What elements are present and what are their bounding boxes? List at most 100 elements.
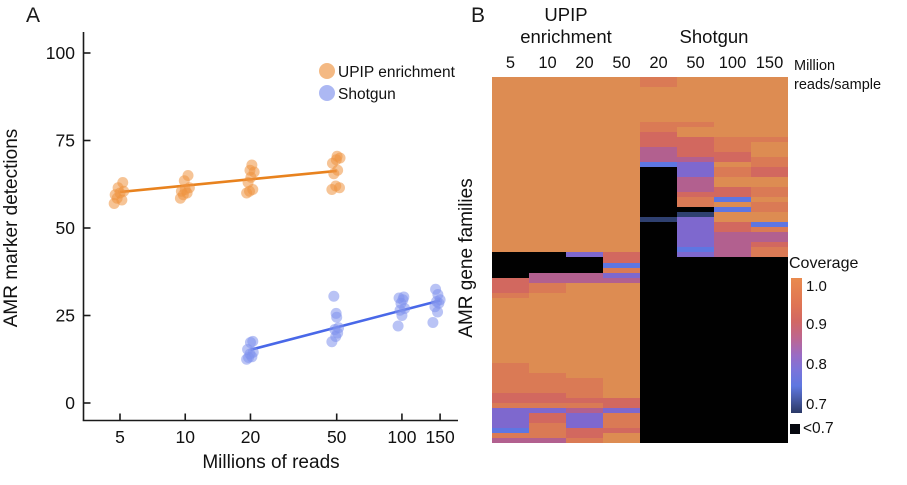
x-axis-title: Millions of reads: [202, 452, 339, 473]
heatmap-cell: [492, 347, 529, 353]
heatmap-cell: [566, 247, 603, 253]
heatmap-cell: [529, 187, 566, 193]
scatter-point-upip: [330, 180, 342, 192]
heatmap-cell: [751, 277, 788, 283]
heatmap-cell: [640, 147, 677, 153]
heatmap-cell: [677, 337, 714, 343]
heatmap-cell: [714, 207, 751, 213]
heatmap-cell: [714, 237, 751, 243]
colorbar-under-threshold-label: <0.7: [803, 420, 834, 437]
heatmap-cell: [492, 172, 529, 178]
heatmap-y-axis-label: AMR gene families: [456, 178, 477, 338]
heatmap-cell: [677, 222, 714, 228]
heatmap-cell: [714, 102, 751, 108]
legend-label-upip: UPIP enrichment: [338, 64, 456, 81]
heatmap-cell: [566, 262, 603, 268]
heatmap-cell: [566, 162, 603, 168]
heatmap-cell: [751, 137, 788, 143]
heatmap-cell: [529, 287, 566, 293]
heatmap-cell: [751, 407, 788, 413]
heatmap-cell: [492, 222, 529, 228]
heatmap-cell: [640, 372, 677, 378]
heatmap-cell: [640, 312, 677, 318]
heatmap-cell: [677, 312, 714, 318]
heatmap-cell: [603, 147, 640, 153]
heatmap-cell: [640, 317, 677, 323]
heatmap-cell: [529, 317, 566, 323]
heatmap-cell: [677, 422, 714, 428]
scatter-point-shotgun: [392, 320, 404, 332]
heatmap-cell: [640, 397, 677, 403]
heatmap-cell: [603, 212, 640, 218]
heatmap-cell: [677, 262, 714, 268]
heatmap-cell: [640, 402, 677, 408]
heatmap-cell: [566, 337, 603, 343]
colorbar-gradient: [791, 278, 802, 413]
heatmap-cell: [492, 407, 529, 413]
heatmap-cell: [714, 127, 751, 133]
heatmap-cell: [640, 127, 677, 133]
heatmap-cell: [529, 372, 566, 378]
scatter-point-shotgun: [247, 335, 259, 347]
heatmap-cell: [492, 432, 529, 438]
heatmap-cell: [492, 332, 529, 338]
heatmap-cell: [677, 397, 714, 403]
heatmap-cell: [677, 187, 714, 193]
heatmap-cell: [714, 187, 751, 193]
heatmap-cell: [677, 297, 714, 303]
heatmap-cell: [714, 307, 751, 313]
heatmap-cell: [603, 377, 640, 383]
heatmap-cell: [714, 92, 751, 98]
heatmap-cell: [714, 362, 751, 368]
heatmap-cell: [566, 297, 603, 303]
heatmap-cell: [566, 422, 603, 428]
heatmap-cell: [603, 242, 640, 248]
heatmap-cell: [492, 232, 529, 238]
heatmap-cell: [640, 237, 677, 243]
heatmap-cell: [603, 227, 640, 233]
heatmap-cell: [566, 202, 603, 208]
heatmap-cell: [640, 122, 677, 128]
heatmap-cell: [492, 142, 529, 148]
heatmap-cell: [751, 367, 788, 373]
heatmap-cell: [751, 307, 788, 313]
heatmap-cell: [603, 152, 640, 158]
heatmap-cell: [492, 77, 529, 82]
heatmap-cell: [492, 202, 529, 208]
heatmap-cell: [714, 287, 751, 293]
heatmap-cell: [677, 392, 714, 398]
heatmap-cell: [566, 267, 603, 273]
heatmap-cell: [566, 122, 603, 128]
heatmap-cell: [529, 127, 566, 133]
heatmap-cell: [603, 267, 640, 273]
heatmap-cell: [566, 367, 603, 373]
panel-a-label: A: [26, 4, 41, 27]
heatmap-cell: [492, 122, 529, 128]
heatmap-cell: [603, 427, 640, 433]
heatmap-cell: [492, 317, 529, 323]
heatmap-cell: [677, 182, 714, 188]
heatmap-cell: [603, 352, 640, 358]
heatmap-cell: [714, 317, 751, 323]
heatmap-cell: [640, 177, 677, 183]
heatmap-cell: [714, 137, 751, 143]
heatmap-cell: [677, 302, 714, 308]
heatmap-cell: [714, 247, 751, 253]
heatmap-cell: [640, 302, 677, 308]
heatmap-cell: [640, 337, 677, 343]
heatmap-cell: [529, 292, 566, 298]
heatmap-cell: [677, 437, 714, 443]
x-axis-tick-label: 20: [241, 427, 261, 447]
heatmap-cell: [640, 117, 677, 123]
heatmap-cell: [529, 267, 566, 273]
legend-marker-upip: [319, 63, 335, 79]
heatmap-cell: [751, 122, 788, 128]
heatmap-cell: [603, 137, 640, 143]
y-axis-tick-label: 25: [56, 306, 75, 326]
heatmap-cell: [566, 117, 603, 123]
heatmap-column-label: 10: [538, 54, 557, 72]
heatmap-cell: [714, 257, 751, 263]
heatmap-cell: [751, 157, 788, 163]
heatmap-cell: [640, 162, 677, 168]
heatmap-cell: [566, 107, 603, 113]
